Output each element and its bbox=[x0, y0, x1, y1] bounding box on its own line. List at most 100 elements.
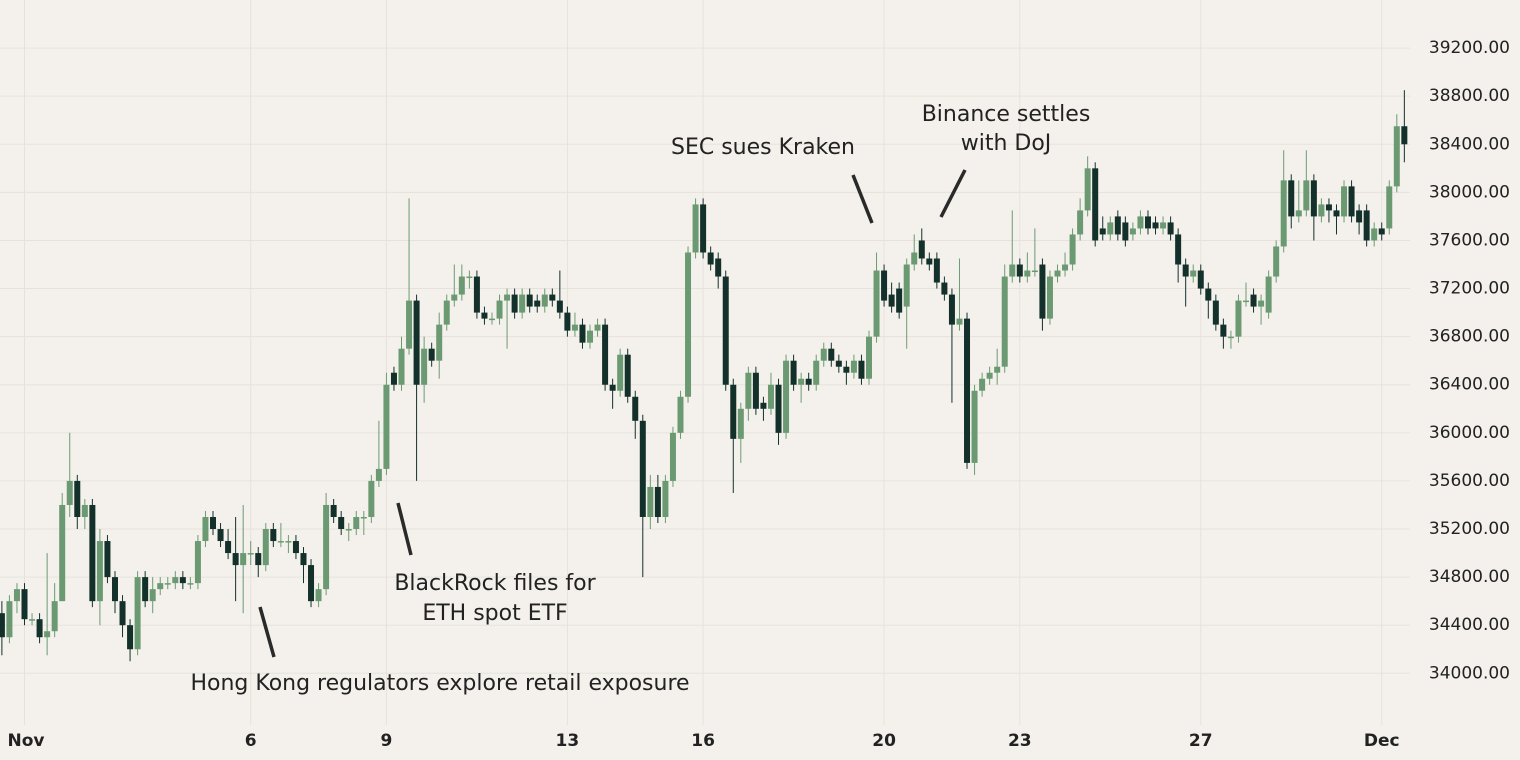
candle-body bbox=[308, 565, 315, 602]
candle-body bbox=[896, 288, 903, 313]
y-tick-label: 37600.00 bbox=[1429, 230, 1510, 250]
y-tick-label: 34800.00 bbox=[1429, 567, 1510, 587]
candle-body bbox=[74, 480, 81, 517]
annotation-connector bbox=[396, 502, 413, 556]
candle-body bbox=[534, 300, 541, 307]
candle-body bbox=[360, 516, 367, 519]
y-tick-label: 38000.00 bbox=[1429, 182, 1510, 202]
candle-body bbox=[1288, 180, 1295, 217]
candle-body bbox=[338, 516, 345, 530]
x-tick-label: 13 bbox=[556, 731, 580, 751]
candle-body bbox=[1099, 228, 1106, 235]
candle-body bbox=[1001, 276, 1008, 367]
annotation-text: Hong Kong regulators explore retail expo… bbox=[190, 671, 689, 696]
candle-body bbox=[1371, 228, 1378, 241]
candle-body bbox=[29, 619, 36, 621]
candle-body bbox=[941, 282, 948, 295]
candle-body bbox=[1182, 264, 1189, 277]
candle-body bbox=[1265, 276, 1272, 313]
candle-body bbox=[187, 583, 194, 585]
candle-body bbox=[1144, 216, 1151, 229]
candle-body bbox=[707, 252, 714, 265]
candle-body bbox=[1175, 234, 1182, 265]
candle-body bbox=[496, 300, 503, 319]
candle-body bbox=[89, 504, 96, 602]
candle-body bbox=[564, 312, 571, 331]
candle-body bbox=[602, 324, 609, 385]
candle-body bbox=[783, 360, 790, 433]
candle-body bbox=[594, 324, 601, 331]
candle-body bbox=[134, 577, 141, 650]
candle-body bbox=[96, 541, 103, 602]
y-tick-label: 34000.00 bbox=[1429, 663, 1510, 683]
candle-body bbox=[805, 378, 812, 385]
candle-body bbox=[1258, 300, 1265, 307]
candle-body bbox=[760, 402, 767, 409]
candle-body bbox=[730, 384, 737, 439]
candle-body bbox=[51, 601, 58, 632]
candle-body bbox=[383, 384, 390, 469]
candle-body bbox=[669, 432, 676, 481]
candle-body bbox=[149, 589, 156, 602]
candle-body bbox=[926, 258, 933, 265]
candle-body bbox=[179, 577, 186, 584]
candle-body bbox=[1243, 300, 1250, 303]
candle-body bbox=[956, 318, 963, 325]
x-tick-label: Dec bbox=[1364, 731, 1400, 751]
candle-body bbox=[1084, 168, 1091, 211]
candle-body bbox=[406, 300, 413, 349]
candle-body bbox=[1212, 300, 1219, 325]
candle-body bbox=[994, 366, 1001, 373]
candle-body bbox=[1016, 264, 1023, 277]
candle-body bbox=[865, 336, 872, 379]
candle-body bbox=[948, 294, 955, 325]
candle-body bbox=[1129, 228, 1136, 235]
candle-body bbox=[436, 324, 443, 361]
x-tick-label: 20 bbox=[872, 731, 896, 751]
x-tick-label: 6 bbox=[245, 731, 257, 751]
candle-body bbox=[247, 553, 254, 555]
candle-body bbox=[873, 270, 880, 337]
candle-body bbox=[903, 264, 910, 307]
candle-body bbox=[1295, 210, 1302, 217]
candle-body bbox=[1031, 270, 1038, 273]
candle-body bbox=[1401, 126, 1408, 145]
candle-body bbox=[1333, 210, 1340, 217]
candle-body bbox=[986, 372, 993, 379]
candle-body bbox=[571, 324, 578, 331]
candle-body bbox=[639, 420, 646, 517]
candle-body bbox=[21, 589, 28, 620]
candle-body bbox=[36, 619, 43, 638]
candle-body bbox=[232, 553, 239, 566]
candle-body bbox=[119, 601, 126, 626]
candle-body bbox=[888, 294, 895, 307]
candle-body bbox=[353, 516, 360, 530]
candle-body bbox=[1152, 222, 1159, 229]
candle-body bbox=[971, 390, 978, 463]
candle-body bbox=[647, 486, 654, 517]
y-tick-label: 35200.00 bbox=[1429, 519, 1510, 539]
candle-body bbox=[194, 541, 201, 584]
candle-body bbox=[111, 577, 118, 602]
candle-body bbox=[1310, 180, 1317, 217]
candle-body bbox=[217, 529, 224, 542]
x-tick-label: 27 bbox=[1189, 731, 1213, 751]
candle-body bbox=[0, 613, 5, 638]
candle-body bbox=[722, 276, 729, 385]
candle-body bbox=[375, 468, 382, 481]
candle-body bbox=[541, 294, 548, 307]
candle-body bbox=[835, 360, 842, 367]
candle-body bbox=[933, 258, 940, 283]
candle-body bbox=[473, 276, 480, 313]
candle-body bbox=[1039, 264, 1046, 319]
candle-body bbox=[662, 480, 669, 517]
candle-body bbox=[767, 384, 774, 409]
candle-body bbox=[1280, 180, 1287, 247]
candle-body bbox=[1062, 264, 1069, 271]
candle-body bbox=[1303, 180, 1310, 211]
candle-body bbox=[609, 384, 616, 391]
y-tick-label: 34400.00 bbox=[1429, 615, 1510, 635]
candle-body bbox=[1054, 270, 1061, 277]
annotation-text: Binance settles bbox=[922, 102, 1091, 127]
candle-body bbox=[458, 276, 465, 295]
